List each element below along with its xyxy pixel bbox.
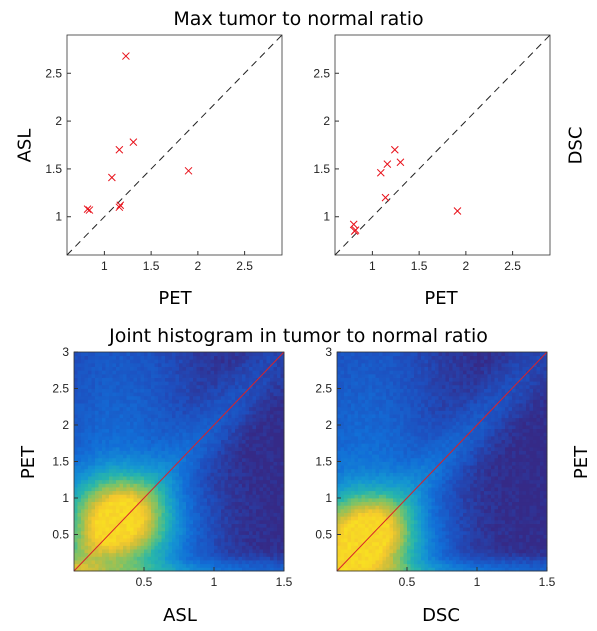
data-point bbox=[351, 226, 360, 234]
y-tick-label: 2.5 bbox=[45, 66, 62, 80]
y-tick-label: 2.5 bbox=[52, 382, 69, 396]
bottom-section-title: Joint histogram in tumor to normal ratio bbox=[109, 325, 488, 347]
plot-frame bbox=[66, 34, 283, 256]
data-point bbox=[129, 138, 138, 146]
data-point bbox=[83, 205, 92, 213]
y-tick-label: 1 bbox=[323, 210, 330, 224]
y-tick-label: 1 bbox=[325, 491, 332, 505]
data-point bbox=[390, 145, 399, 154]
data-point bbox=[108, 173, 116, 182]
dsc-axis-label-bottom: DSC bbox=[422, 605, 460, 626]
y-tick-label: 3 bbox=[325, 345, 332, 359]
y-tick-label: 0.5 bbox=[315, 528, 332, 542]
dsc-axis-label: DSC bbox=[565, 126, 587, 165]
x-tick-label: 0.5 bbox=[399, 575, 416, 589]
data-point bbox=[381, 193, 390, 202]
y-tick-label: 1.5 bbox=[52, 455, 69, 469]
y-tick-label: 2.5 bbox=[313, 66, 330, 80]
plot-frame bbox=[336, 351, 548, 572]
data-point bbox=[453, 207, 462, 215]
y-tick-label: 2 bbox=[55, 114, 62, 128]
x-tick-label: 0.5 bbox=[136, 575, 153, 589]
y-tick-label: 1.5 bbox=[313, 162, 330, 176]
pet-axis-label-3: PET bbox=[18, 445, 40, 480]
asl-axis-label: ASL bbox=[14, 128, 36, 163]
pet-axis-label-2: PET bbox=[424, 288, 458, 309]
histogram-cells bbox=[337, 352, 548, 572]
x-tick-label: 2 bbox=[463, 259, 470, 273]
pet-vs-dsc-histogram: 0.5 1 1.5 0.5 1 1.5 2 2.5 3 bbox=[315, 345, 555, 589]
data-point bbox=[85, 206, 94, 214]
asl-axis-label-bottom: ASL bbox=[163, 605, 197, 626]
y-tick-label: 2 bbox=[62, 418, 69, 432]
asl-vs-pet-scatter: 1 1.5 2 2.5 1 1.5 2 2.5 bbox=[45, 34, 283, 273]
x-tick-label: 1 bbox=[474, 575, 481, 589]
x-tick-label: 2.5 bbox=[236, 259, 253, 273]
x-tick-label: 1 bbox=[211, 575, 218, 589]
data-point bbox=[116, 201, 125, 210]
top-section-title: Max tumor to normal ratio bbox=[173, 8, 424, 30]
identity-line bbox=[336, 351, 548, 572]
data-point bbox=[184, 166, 193, 175]
data-point bbox=[349, 220, 358, 229]
histogram-cells bbox=[74, 352, 285, 572]
data-point bbox=[115, 203, 124, 212]
data-point bbox=[376, 168, 385, 177]
x-tick-label: 2.5 bbox=[504, 259, 521, 273]
y-tick-label: 1 bbox=[62, 491, 69, 505]
y-tick-label: 2 bbox=[323, 114, 330, 128]
pet-vs-asl-histogram: 0.5 1 1.5 0.5 1 1.5 2 2.5 3 bbox=[52, 345, 292, 589]
dsc-vs-pet-scatter: 1 1.5 2 2.5 1 1.5 2 2.5 bbox=[313, 34, 551, 273]
data-point bbox=[115, 145, 124, 154]
identity-line bbox=[73, 351, 285, 572]
identity-line bbox=[334, 34, 551, 256]
x-tick-label: 1.5 bbox=[411, 259, 428, 273]
plot-frame bbox=[73, 351, 285, 572]
y-tick-label: 1.5 bbox=[45, 162, 62, 176]
y-tick-label: 0.5 bbox=[52, 528, 69, 542]
pet-axis-label-1: PET bbox=[158, 288, 192, 309]
data-point bbox=[383, 160, 392, 168]
data-point bbox=[122, 52, 130, 60]
plot-frame bbox=[334, 34, 551, 256]
x-tick-label: 1.5 bbox=[276, 575, 293, 589]
x-tick-label: 1 bbox=[369, 259, 376, 273]
x-tick-label: 1.5 bbox=[143, 259, 160, 273]
x-tick-label: 1.5 bbox=[539, 575, 556, 589]
identity-line bbox=[66, 34, 283, 256]
y-tick-label: 2.5 bbox=[315, 382, 332, 396]
y-tick-label: 1 bbox=[55, 210, 62, 224]
y-tick-label: 2 bbox=[325, 418, 332, 432]
y-tick-label: 1.5 bbox=[315, 455, 332, 469]
x-tick-label: 2 bbox=[195, 259, 202, 273]
x-tick-label: 1 bbox=[101, 259, 108, 273]
y-tick-label: 3 bbox=[62, 345, 69, 359]
data-point bbox=[396, 158, 405, 167]
pet-axis-label-4: PET bbox=[571, 445, 593, 480]
